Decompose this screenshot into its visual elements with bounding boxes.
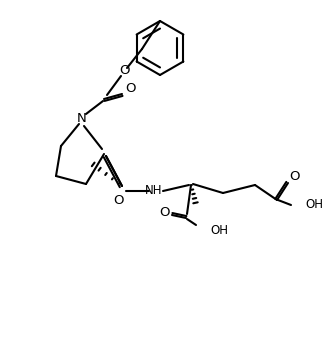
Text: NH: NH	[145, 184, 163, 197]
Text: OH: OH	[305, 198, 323, 211]
Text: O: O	[290, 170, 300, 183]
Text: O: O	[113, 195, 123, 208]
Text: N: N	[77, 113, 87, 126]
Text: OH: OH	[210, 224, 228, 237]
Text: O: O	[119, 65, 129, 78]
Text: O: O	[125, 82, 135, 95]
Text: O: O	[159, 207, 169, 220]
